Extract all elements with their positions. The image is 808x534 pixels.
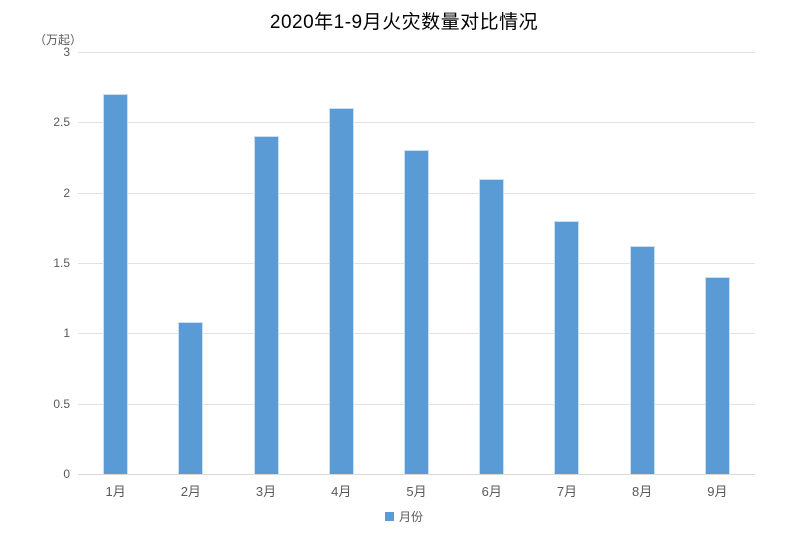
bar-3月 bbox=[253, 136, 279, 474]
legend-label: 月份 bbox=[398, 510, 423, 524]
y-tick-label-0.5: 0.5 bbox=[53, 396, 70, 411]
bar-2月 bbox=[178, 322, 204, 474]
y-tick-label-1: 1 bbox=[63, 326, 70, 341]
x-tick-label-6月: 6月 bbox=[481, 484, 502, 499]
x-axis-line bbox=[78, 474, 755, 475]
bar-5月 bbox=[404, 150, 429, 474]
x-tick-label-5月: 5月 bbox=[406, 484, 427, 499]
bar-7月 bbox=[554, 221, 580, 474]
bar-6月 bbox=[479, 179, 505, 474]
x-tick-label-1月: 1月 bbox=[105, 484, 126, 499]
y-tick-label-2.5: 2.5 bbox=[53, 115, 70, 130]
bar-1月 bbox=[103, 94, 129, 474]
bar-4月 bbox=[328, 108, 354, 474]
legend-entry: 月份 bbox=[384, 508, 423, 525]
gridline-y-2.5 bbox=[78, 122, 755, 124]
x-tick-label-8月: 8月 bbox=[632, 484, 653, 499]
x-tick-label-3月: 3月 bbox=[255, 484, 277, 499]
y-tick-label-3: 3 bbox=[63, 45, 70, 59]
legend: 月份 bbox=[0, 508, 808, 526]
legend-swatch-icon bbox=[384, 512, 394, 521]
x-tick-label-4月: 4月 bbox=[331, 484, 352, 499]
x-tick-label-2月: 2月 bbox=[180, 484, 201, 499]
y-tick-label-1.5: 1.5 bbox=[53, 256, 70, 270]
plot-area: 0 0.5 1 1.5 2 2.5 3 1月 2月 3月 4月 5月 6月 7月 8月 9月 bbox=[53, 45, 755, 499]
y-tick-label-0: 0 bbox=[63, 467, 70, 481]
bar-8月 bbox=[629, 246, 655, 474]
x-tick-label-7月: 7月 bbox=[556, 484, 578, 499]
y-tick-label-2: 2 bbox=[63, 185, 70, 200]
y-axis-unit-label: （万起） bbox=[34, 33, 83, 47]
x-tick-label-9月: 9月 bbox=[707, 484, 728, 499]
bar-9月 bbox=[704, 277, 730, 474]
chart-title: 2020年1-9月火灾数量对比情况 bbox=[269, 12, 539, 33]
gridline-y-3 bbox=[78, 52, 755, 53]
